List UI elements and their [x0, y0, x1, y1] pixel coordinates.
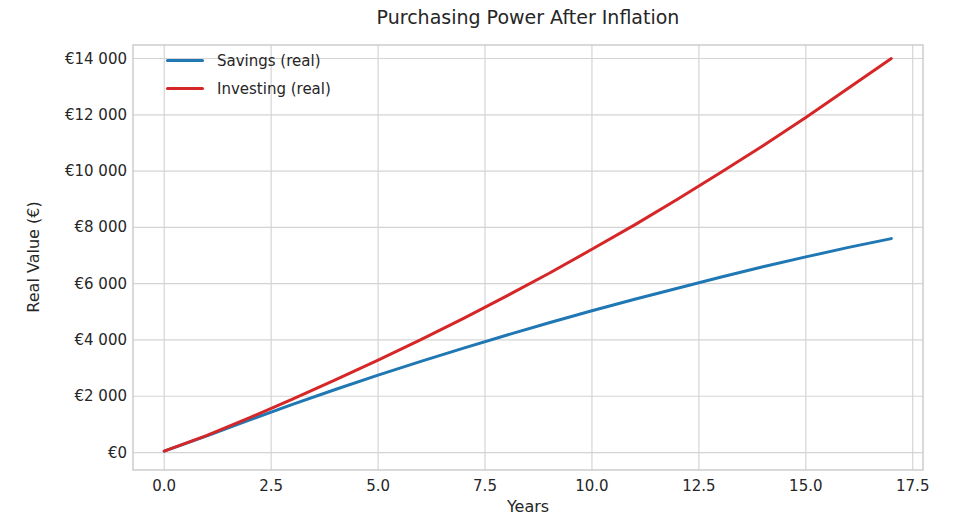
- x-tick-label: 7.5: [473, 477, 497, 495]
- legend-label-investing: Investing (real): [217, 80, 331, 98]
- y-tick-label: €14 000: [27, 50, 127, 68]
- legend-item-savings: Savings (real): [166, 50, 331, 71]
- y-tick-label: €8 000: [27, 218, 127, 236]
- legend-label-savings: Savings (real): [217, 52, 321, 70]
- x-tick-label: 5.0: [366, 477, 390, 495]
- y-tick-label: €0: [27, 444, 127, 462]
- x-tick-label: 15.0: [789, 477, 822, 495]
- figure: Purchasing Power After Inflation Real Va…: [0, 0, 954, 521]
- x-tick-label: 12.5: [682, 477, 715, 495]
- y-tick-label: €2 000: [27, 387, 127, 405]
- investing-line-swatch: [166, 87, 204, 91]
- y-tick-label: €6 000: [27, 275, 127, 293]
- y-tick-label: €10 000: [27, 162, 127, 180]
- x-axis-label: Years: [133, 497, 923, 516]
- x-tick-label: 17.5: [896, 477, 929, 495]
- chart-title: Purchasing Power After Inflation: [133, 6, 923, 28]
- x-tick-label: 0.0: [152, 477, 176, 495]
- legend: Savings (real) Investing (real): [166, 50, 331, 99]
- chart-canvas: [0, 0, 954, 521]
- legend-item-investing: Investing (real): [166, 78, 331, 99]
- x-tick-label: 2.5: [259, 477, 283, 495]
- y-tick-label: €4 000: [27, 331, 127, 349]
- savings-line-swatch: [166, 59, 204, 63]
- x-tick-label: 10.0: [575, 477, 608, 495]
- y-tick-label: €12 000: [27, 106, 127, 124]
